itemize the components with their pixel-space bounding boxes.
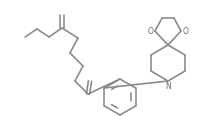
Text: O: O (147, 26, 153, 36)
Text: O: O (183, 26, 189, 36)
Text: N: N (165, 82, 171, 91)
